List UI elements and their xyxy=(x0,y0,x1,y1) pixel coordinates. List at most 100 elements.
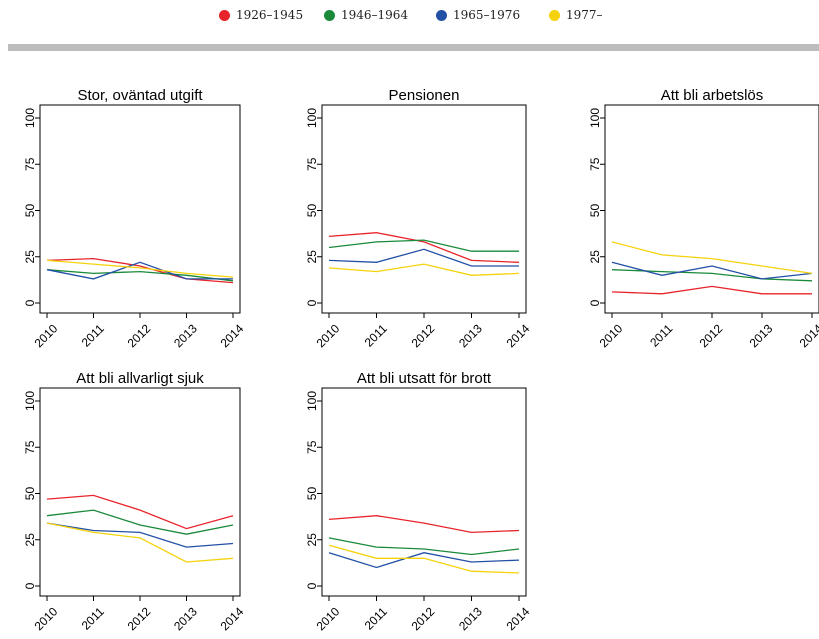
chart-title: Att bli arbetslös xyxy=(661,87,764,104)
y-tick-label: 25 xyxy=(23,250,37,264)
y-tick-label: 100 xyxy=(23,391,37,411)
x-tick-label: 2013 xyxy=(171,604,200,633)
y-tick-label: 50 xyxy=(23,204,37,218)
x-tick-label: 2013 xyxy=(171,321,200,350)
y-tick-label: 100 xyxy=(305,108,319,128)
y-tick-label: 75 xyxy=(23,440,37,454)
series-line xyxy=(328,239,519,252)
x-tick-label: 2013 xyxy=(747,321,776,350)
y-tick-label: 75 xyxy=(305,440,319,454)
y-tick-label: 50 xyxy=(23,487,37,501)
series-line xyxy=(611,269,813,282)
series-line xyxy=(328,248,519,267)
y-tick-label: 0 xyxy=(305,582,319,589)
series-line xyxy=(46,509,234,535)
y-tick-label: 50 xyxy=(305,487,319,501)
x-tick-label: 2011 xyxy=(362,321,390,349)
x-tick-label: 2010 xyxy=(597,321,626,350)
legend: 1926–1945 1946–1964 1965–1976 1977– xyxy=(0,8,819,30)
y-tick-label: 0 xyxy=(588,299,602,306)
legend-label: 1977– xyxy=(566,8,603,22)
plot-frame xyxy=(321,387,527,597)
plot-frame xyxy=(39,104,241,314)
series-line xyxy=(328,515,520,534)
x-tick-label: 2014 xyxy=(504,321,533,350)
series-line xyxy=(328,544,520,574)
series-line xyxy=(46,261,233,280)
x-tick-label: 2012 xyxy=(409,604,438,633)
y-tick-label: 0 xyxy=(23,582,37,589)
y-tick-label: 100 xyxy=(23,108,37,128)
y-tick-label: 25 xyxy=(588,250,602,264)
legend-swatch xyxy=(549,9,560,21)
chart-title: Stor, oväntad utgift xyxy=(77,87,203,104)
legend-item: 1946–1964 xyxy=(324,8,408,22)
y-tick-label: 25 xyxy=(305,533,319,547)
chart-panel: Att bli utsatt för brott 0 25 50 75 100 2010 20… xyxy=(305,370,533,633)
y-tick-label: 0 xyxy=(305,299,319,306)
x-tick-label: 2010 xyxy=(32,604,61,633)
legend-label: 1946–1964 xyxy=(341,8,409,22)
legend-label: 1965–1976 xyxy=(453,8,521,22)
x-tick-label: 2014 xyxy=(797,321,819,350)
legend-swatch xyxy=(436,9,447,21)
y-tick-label: 75 xyxy=(305,157,319,171)
x-tick-label: 2010 xyxy=(32,321,61,350)
divider xyxy=(8,44,819,51)
y-tick-label: 25 xyxy=(305,250,319,264)
y-tick-label: 100 xyxy=(588,108,602,128)
chart-panel: Att bli arbetslös 0 25 50 75 100 2010 2011 2012 2… xyxy=(588,87,819,350)
series-line xyxy=(611,241,813,275)
y-tick-label: 100 xyxy=(305,391,319,411)
chart-title: Att bli utsatt för brott xyxy=(357,370,492,387)
series-line xyxy=(328,263,520,276)
x-tick-label: 2010 xyxy=(314,321,343,350)
y-tick-label: 75 xyxy=(23,157,37,171)
series-line xyxy=(611,285,812,295)
y-tick-label: 50 xyxy=(588,204,602,218)
y-tick-label: 0 xyxy=(23,299,37,306)
series-line xyxy=(46,269,234,282)
plot-frame xyxy=(321,104,527,314)
chart-panel: Pensionen 0 25 50 75 100 2010 2011 2012 2013 2014 xyxy=(305,87,533,350)
x-tick-label: 2014 xyxy=(504,604,533,633)
x-tick-label: 2011 xyxy=(79,321,107,349)
x-tick-label: 2010 xyxy=(314,604,343,633)
series-line xyxy=(611,261,813,280)
legend-swatch xyxy=(324,9,335,21)
series-line xyxy=(46,259,234,278)
series-line xyxy=(46,522,234,548)
legend-item: 1977– xyxy=(549,8,603,22)
series-line xyxy=(46,522,234,563)
legend-swatch xyxy=(219,9,230,21)
chart-panel: Stor, oväntad utgift 0 25 50 75 100 2010 2011 20… xyxy=(23,87,247,350)
series-line xyxy=(328,537,520,556)
legend-item: 1965–1976 xyxy=(436,8,520,22)
plot-frame xyxy=(604,104,819,314)
x-tick-label: 2012 xyxy=(409,321,438,350)
chart-title: Pensionen xyxy=(389,87,460,104)
x-tick-label: 2013 xyxy=(456,321,485,350)
chart-panel: Att bli allvarligt sjuk 0 25 50 75 100 2010 201… xyxy=(23,370,247,633)
series-line xyxy=(328,232,520,263)
x-tick-label: 2012 xyxy=(125,604,154,633)
y-tick-label: 25 xyxy=(23,533,37,547)
series-line xyxy=(46,494,234,530)
series-line xyxy=(328,552,520,569)
plot-frame xyxy=(39,387,241,597)
series-line xyxy=(46,257,234,284)
x-tick-label: 2014 xyxy=(218,604,247,633)
x-tick-label: 2012 xyxy=(697,321,726,350)
x-tick-label: 2012 xyxy=(125,321,154,350)
x-tick-label: 2011 xyxy=(362,604,390,632)
legend-label: 1926–1945 xyxy=(236,8,304,22)
x-tick-label: 2014 xyxy=(218,321,247,350)
legend-item: 1926–1945 xyxy=(219,8,303,22)
y-tick-label: 75 xyxy=(588,157,602,171)
x-tick-label: 2011 xyxy=(79,604,107,632)
x-tick-label: 2011 xyxy=(647,321,675,349)
x-tick-label: 2013 xyxy=(456,604,485,633)
chart-title: Att bli allvarligt sjuk xyxy=(76,370,204,387)
y-tick-label: 50 xyxy=(305,204,319,218)
